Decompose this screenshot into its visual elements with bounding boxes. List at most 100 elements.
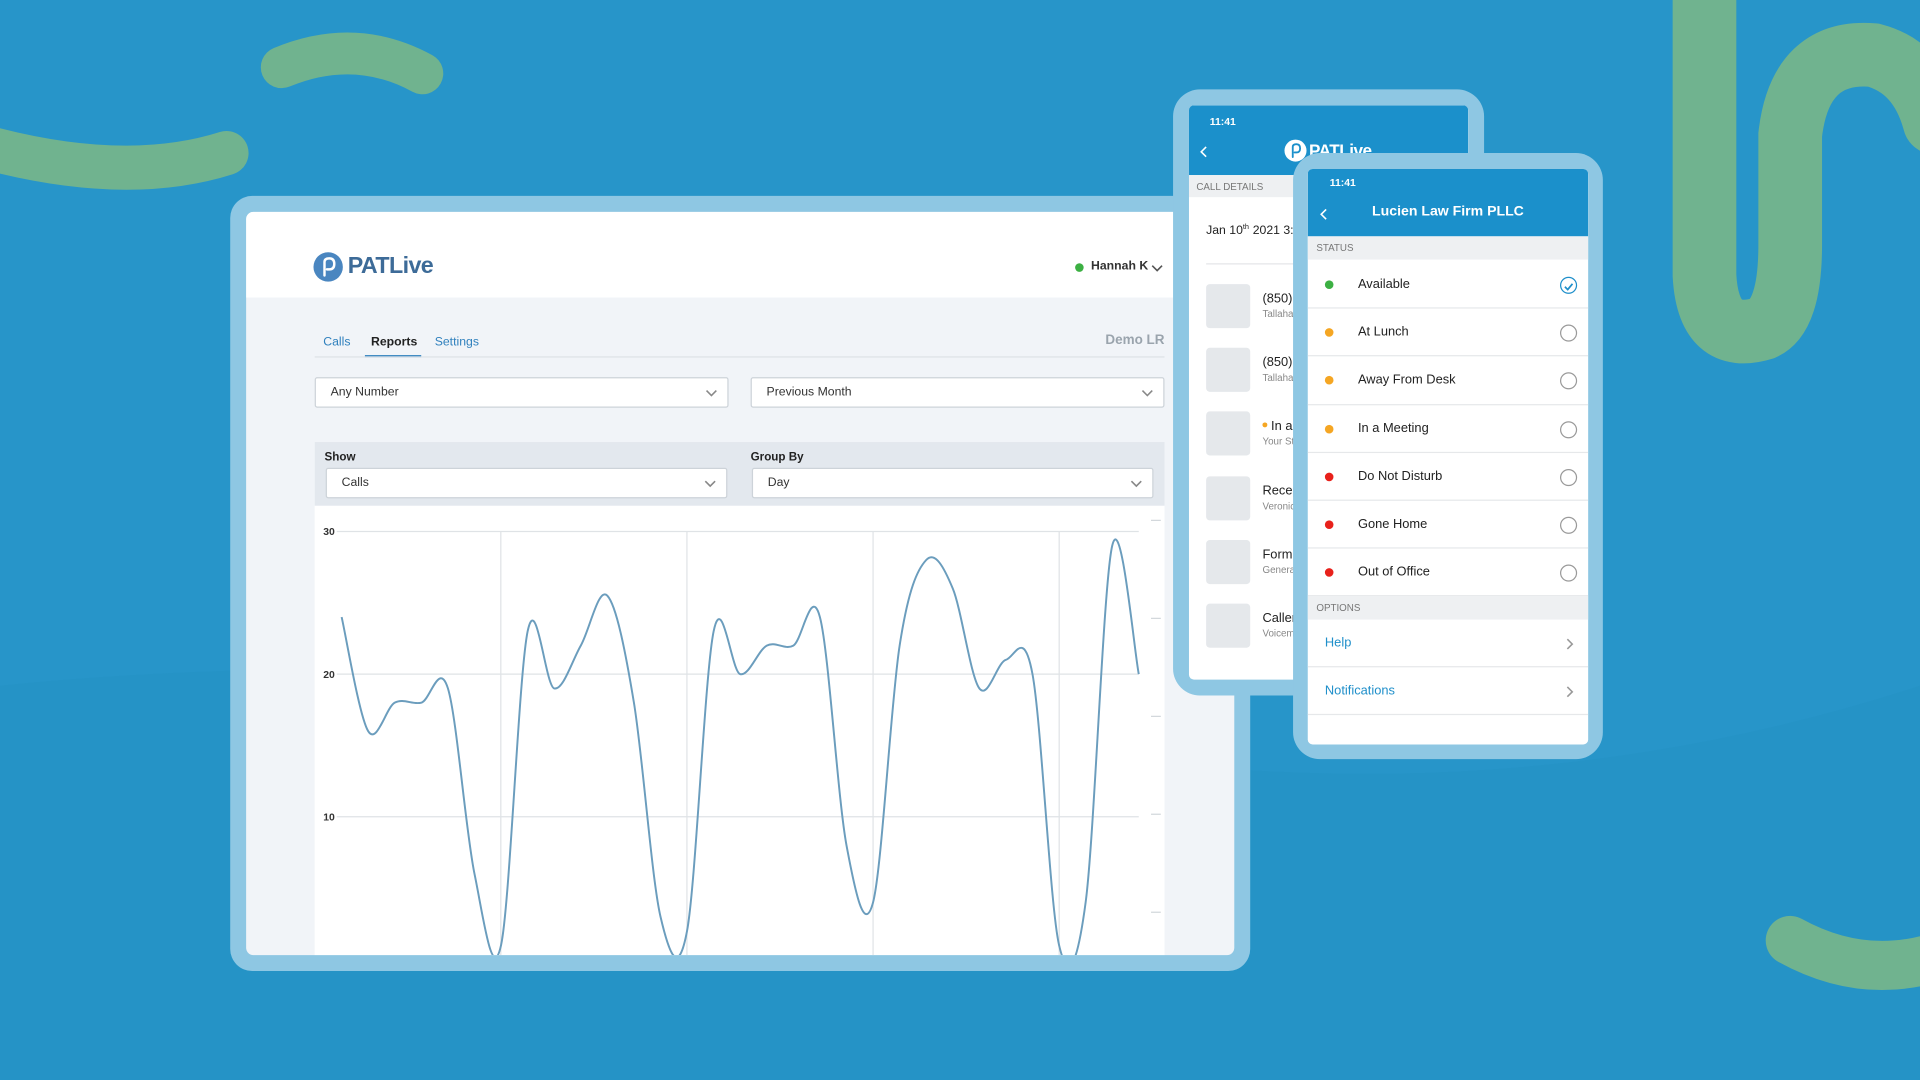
option-label: Notifications [1324,683,1395,698]
status-row[interactable]: In a Meeting [1307,405,1589,453]
item-subtitle: General [1262,564,1298,576]
line-chart: 10 20 30 [323,519,1161,956]
filter-dropdown[interactable]: Any Number [314,377,729,408]
app-logo: PATLive [347,253,434,280]
app-header: PATLive Hannah K [246,211,1235,298]
option-label: Help [1324,635,1352,651]
check-stroke [1564,283,1574,291]
control-label: Show [324,450,356,465]
status-row[interactable]: Do Not Disturb [1307,453,1589,501]
y-tick-label: 10 [323,812,335,823]
dropdown-text: Any Number [330,385,399,400]
chevron-icon [1566,686,1574,698]
item-icon [1206,475,1251,520]
status-time: 11:41 [1329,176,1356,189]
logo-icon [1284,139,1307,162]
chevron-stroke [1130,480,1142,488]
section-label: CALL DETAILS [1196,181,1264,193]
chevron-icon [1130,480,1142,488]
report-controls: Show Calls Group By Day [314,442,1165,506]
nav-tab[interactable]: Settings [434,335,479,349]
status-label: Do Not Disturb [1357,468,1443,484]
y-tick-label: 30 [323,527,335,538]
radio [1560,276,1578,294]
item-subtitle: Veronica [1262,500,1301,512]
date-ordinal: th [1242,224,1250,232]
account-name: Demo LR [1105,333,1165,348]
status-dot [1324,376,1334,385]
chevron-stroke [1151,265,1163,272]
status-dot [1324,520,1334,529]
item-icon [1206,539,1251,584]
control-label: Group By [750,450,804,465]
section-bar [1307,596,1589,620]
chevron-icon [1566,638,1574,650]
nav-tab[interactable]: Reports [371,335,418,349]
decor-shape [1672,0,1920,364]
nav-tab[interactable]: Calls [323,335,351,349]
logo-glyph [323,257,336,277]
status-dot [1324,568,1334,577]
decor-shape [260,32,444,95]
date-day: Jan 10 [1206,224,1243,238]
filter-dropdown[interactable]: Previous Month [750,377,1165,408]
chevron-stroke [1320,208,1327,220]
dropdown-text: Calls [341,476,369,490]
option-row[interactable]: Notifications [1307,667,1589,716]
status-time: 11:41 [1209,115,1236,128]
chevron-stroke [1566,638,1574,650]
status-row[interactable]: Gone Home [1307,501,1589,549]
option-row[interactable]: Help [1307,620,1589,668]
dropdown-text: Previous Month [766,385,852,400]
section-bar [1307,236,1589,260]
status-dot [1324,472,1334,481]
chevron-stroke [1141,390,1153,397]
status-dot [1324,328,1334,337]
status-label: Away From Desk [1357,372,1456,388]
logo-icon [313,252,343,282]
chevron-icon[interactable] [1318,208,1330,220]
user-name[interactable]: Hannah K [1091,259,1149,274]
item-icon [1206,603,1251,648]
dropdown-text: Day [767,476,790,490]
section-label: STATUS [1316,242,1354,254]
data-line [340,538,1140,956]
chevron-icon[interactable] [1198,146,1210,158]
status-row[interactable]: Out of Office [1307,549,1589,597]
status-row[interactable]: Available [1307,261,1589,309]
status-label: Available [1357,276,1410,292]
item-icon [1206,284,1251,329]
radio [1560,468,1578,486]
item-subtitle: Voicemai [1262,628,1303,640]
status-label: In a Meeting [1357,420,1429,436]
status-row[interactable]: At Lunch [1307,309,1589,357]
desktop-window: PATLive Hannah K Calls Reports Settings Demo … [246,211,1235,956]
status-row[interactable]: Away From Desk [1307,357,1589,405]
phone-title: Lucien Law Firm PLLC [1372,204,1524,220]
item-subtitle: Your Stat [1262,436,1303,448]
radio [1560,324,1578,342]
chevron-icon [704,480,716,488]
decor-shape [0,128,249,190]
decor-shape [1765,915,1920,990]
logo-glyph-path [323,257,336,277]
control-dropdown[interactable]: Day [751,467,1154,499]
chevron-stroke [704,480,716,488]
chevron-icon [1151,265,1163,272]
y-tick-label: 20 [323,670,335,681]
item-icon [1206,411,1251,456]
logo-glyph-path [1291,143,1302,158]
phone-screen: 11:41 Lucien Law Firm PLLC STATUS Available… [1307,168,1589,745]
tab-divider [314,356,1165,358]
control-dropdown[interactable]: Calls [325,467,728,499]
item-icon [1206,347,1251,393]
item-subtitle: Tallahass [1262,372,1304,384]
radio [1560,516,1578,534]
logo-glyph [1291,143,1302,158]
item-subtitle: Tallahass [1262,308,1304,320]
section-label: OPTIONS [1316,602,1361,614]
chevron-stroke [705,390,717,397]
radio [1560,420,1578,438]
